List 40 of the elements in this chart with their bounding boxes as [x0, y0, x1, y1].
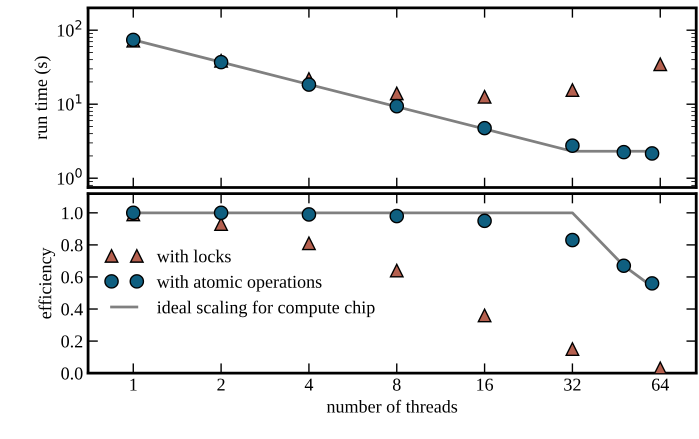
y-tick-label: 1.0	[62, 207, 83, 220]
y-tick-label: 10$^{2}$	[58, 20, 82, 37]
point	[565, 342, 580, 356]
x-tick-label: 4	[304, 378, 314, 391]
y-tick-label: 0.2	[61, 335, 82, 348]
point	[302, 207, 316, 222]
point	[390, 86, 404, 100]
y-tick-label: 0.8	[61, 239, 83, 252]
x-tick-label: 16	[477, 378, 494, 391]
point	[565, 83, 580, 98]
point	[477, 214, 492, 228]
x-tick-label: 8	[392, 378, 401, 391]
legend-label: with atomic operations	[156, 275, 322, 292]
point	[390, 264, 404, 278]
point	[478, 90, 492, 104]
x-tick-label: 64	[652, 378, 669, 391]
y-axis-title: run time (s)	[34, 56, 51, 140]
point	[389, 208, 404, 224]
legend-label: with locks	[156, 250, 231, 262]
x-axis-title: number of threads	[326, 400, 458, 413]
point	[214, 206, 228, 220]
y-tick-label: 10$^{0}$	[58, 168, 82, 185]
point	[389, 98, 404, 114]
point	[565, 232, 580, 248]
point	[653, 57, 668, 72]
point	[565, 138, 580, 153]
y-axis-title: efficiency	[38, 248, 56, 319]
point	[477, 120, 492, 136]
point	[302, 236, 316, 250]
x-tick-label: 32	[564, 378, 580, 391]
y-tick-label: 0.4	[61, 303, 83, 316]
y-tick-label: 0.0	[61, 367, 83, 380]
y-tick-label: 10$^{1}$	[58, 94, 82, 111]
point	[478, 308, 492, 322]
point	[653, 361, 668, 374]
legend-label: ideal scaling for compute chip	[157, 300, 375, 318]
x-tick-label: 2	[217, 378, 225, 391]
point	[302, 77, 316, 92]
x-tick-label: 1	[130, 378, 137, 391]
y-tick-label: 0.6	[61, 271, 83, 284]
